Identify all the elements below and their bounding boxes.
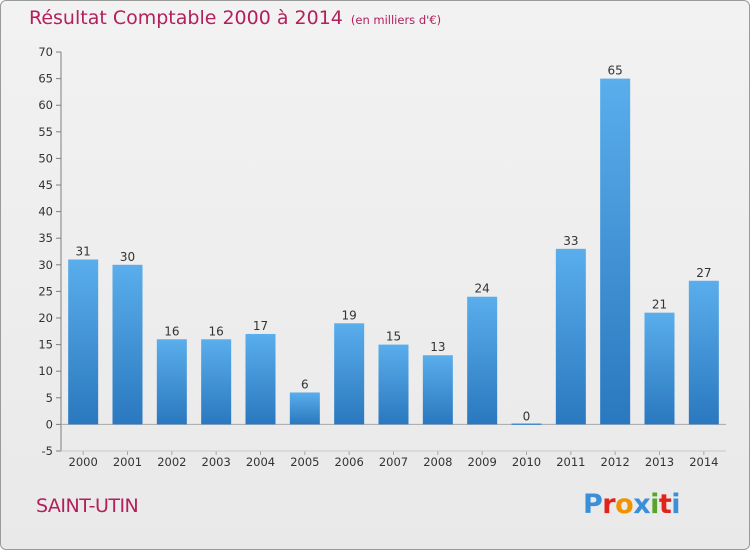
y-tick-label: 45 bbox=[38, 178, 53, 192]
y-tick-label: 25 bbox=[38, 284, 53, 298]
bar-2004 bbox=[245, 333, 276, 425]
y-tick-label: 40 bbox=[38, 205, 53, 219]
bar-2007 bbox=[378, 344, 409, 425]
data-label: 30 bbox=[120, 250, 135, 264]
data-label: 19 bbox=[342, 308, 357, 322]
bar-2012 bbox=[600, 78, 631, 425]
data-label: 0 bbox=[523, 409, 531, 423]
bar-2000 bbox=[68, 259, 99, 425]
bar-2009 bbox=[467, 296, 498, 425]
data-label: 27 bbox=[696, 266, 711, 280]
x-tick-label: 2014 bbox=[689, 455, 718, 469]
data-label: 6 bbox=[301, 377, 309, 391]
logo-letter: r bbox=[602, 489, 616, 520]
data-label: 16 bbox=[164, 324, 179, 338]
title-text: Résultat Comptable 2000 à 2014 bbox=[29, 7, 343, 29]
y-tick-label: 50 bbox=[38, 151, 53, 165]
y-tick-label: 30 bbox=[38, 258, 53, 272]
logo-letter: i bbox=[671, 489, 681, 520]
bar-2011 bbox=[555, 248, 586, 425]
x-tick-label: 2009 bbox=[468, 455, 497, 469]
x-tick-label: 2000 bbox=[69, 455, 98, 469]
chart-subtitle: (en milliers d'€) bbox=[350, 13, 442, 27]
x-tick-label: 2012 bbox=[601, 455, 630, 469]
chart-title: Résultat Comptable 2000 à 2014 (en millie… bbox=[29, 7, 441, 29]
bar-2008 bbox=[422, 355, 453, 425]
bar-2006 bbox=[334, 323, 365, 425]
y-tick-label: 10 bbox=[38, 364, 53, 378]
bar-2001 bbox=[112, 264, 143, 425]
y-tick-label: 55 bbox=[38, 125, 53, 139]
x-tick-label: 2004 bbox=[246, 455, 275, 469]
x-tick-label: 2001 bbox=[113, 455, 142, 469]
data-label: 24 bbox=[475, 282, 490, 296]
x-tick-label: 2007 bbox=[379, 455, 408, 469]
data-label: 13 bbox=[430, 340, 445, 354]
x-tick-label: 2006 bbox=[335, 455, 364, 469]
data-label: 16 bbox=[209, 324, 224, 338]
bar-2003 bbox=[201, 339, 232, 425]
bars bbox=[68, 78, 719, 425]
data-label: 17 bbox=[253, 319, 268, 333]
y-tick-label: 65 bbox=[38, 72, 53, 86]
logo-letter: x bbox=[633, 489, 651, 520]
x-tick-label: 2011 bbox=[556, 455, 585, 469]
commune-name: SAINT-UTIN bbox=[36, 495, 139, 517]
logo-letter: i bbox=[650, 489, 659, 520]
logo-letter: o bbox=[615, 489, 634, 520]
y-tick-label: 70 bbox=[38, 45, 53, 59]
bar-2013 bbox=[644, 312, 675, 425]
data-label: 65 bbox=[608, 64, 623, 78]
data-labels: 31 30 16 16 17 6 19 15 13 24 0 33 65 21 27 bbox=[76, 64, 712, 424]
proxiti-logo: Proxiti bbox=[583, 489, 681, 520]
y-tick-label: 60 bbox=[38, 98, 53, 112]
x-tick-label: 2010 bbox=[512, 455, 541, 469]
data-label: 21 bbox=[652, 298, 667, 312]
bar-2005 bbox=[289, 392, 320, 425]
x-tick-label: 2003 bbox=[202, 455, 231, 469]
bar-2002 bbox=[156, 339, 187, 425]
x-tick-label: 2008 bbox=[423, 455, 452, 469]
bar-2014 bbox=[688, 280, 719, 425]
x-tick-label: 2005 bbox=[290, 455, 319, 469]
y-tick-label: 35 bbox=[38, 231, 53, 245]
y-tick-label: 0 bbox=[46, 417, 53, 431]
y-tick-label: -5 bbox=[42, 444, 53, 458]
logo-letter: t bbox=[658, 489, 672, 520]
data-label: 15 bbox=[386, 330, 401, 344]
logo-letter: P bbox=[583, 489, 603, 520]
data-label: 31 bbox=[76, 244, 91, 258]
data-label: 33 bbox=[563, 234, 578, 248]
y-tick-label: 20 bbox=[38, 311, 53, 325]
y-tick-label: 15 bbox=[38, 338, 53, 352]
x-tick-label: 2002 bbox=[157, 455, 186, 469]
y-tick-label: 5 bbox=[46, 391, 53, 405]
x-tick-label: 2013 bbox=[645, 455, 674, 469]
bar-2010 bbox=[511, 423, 542, 425]
